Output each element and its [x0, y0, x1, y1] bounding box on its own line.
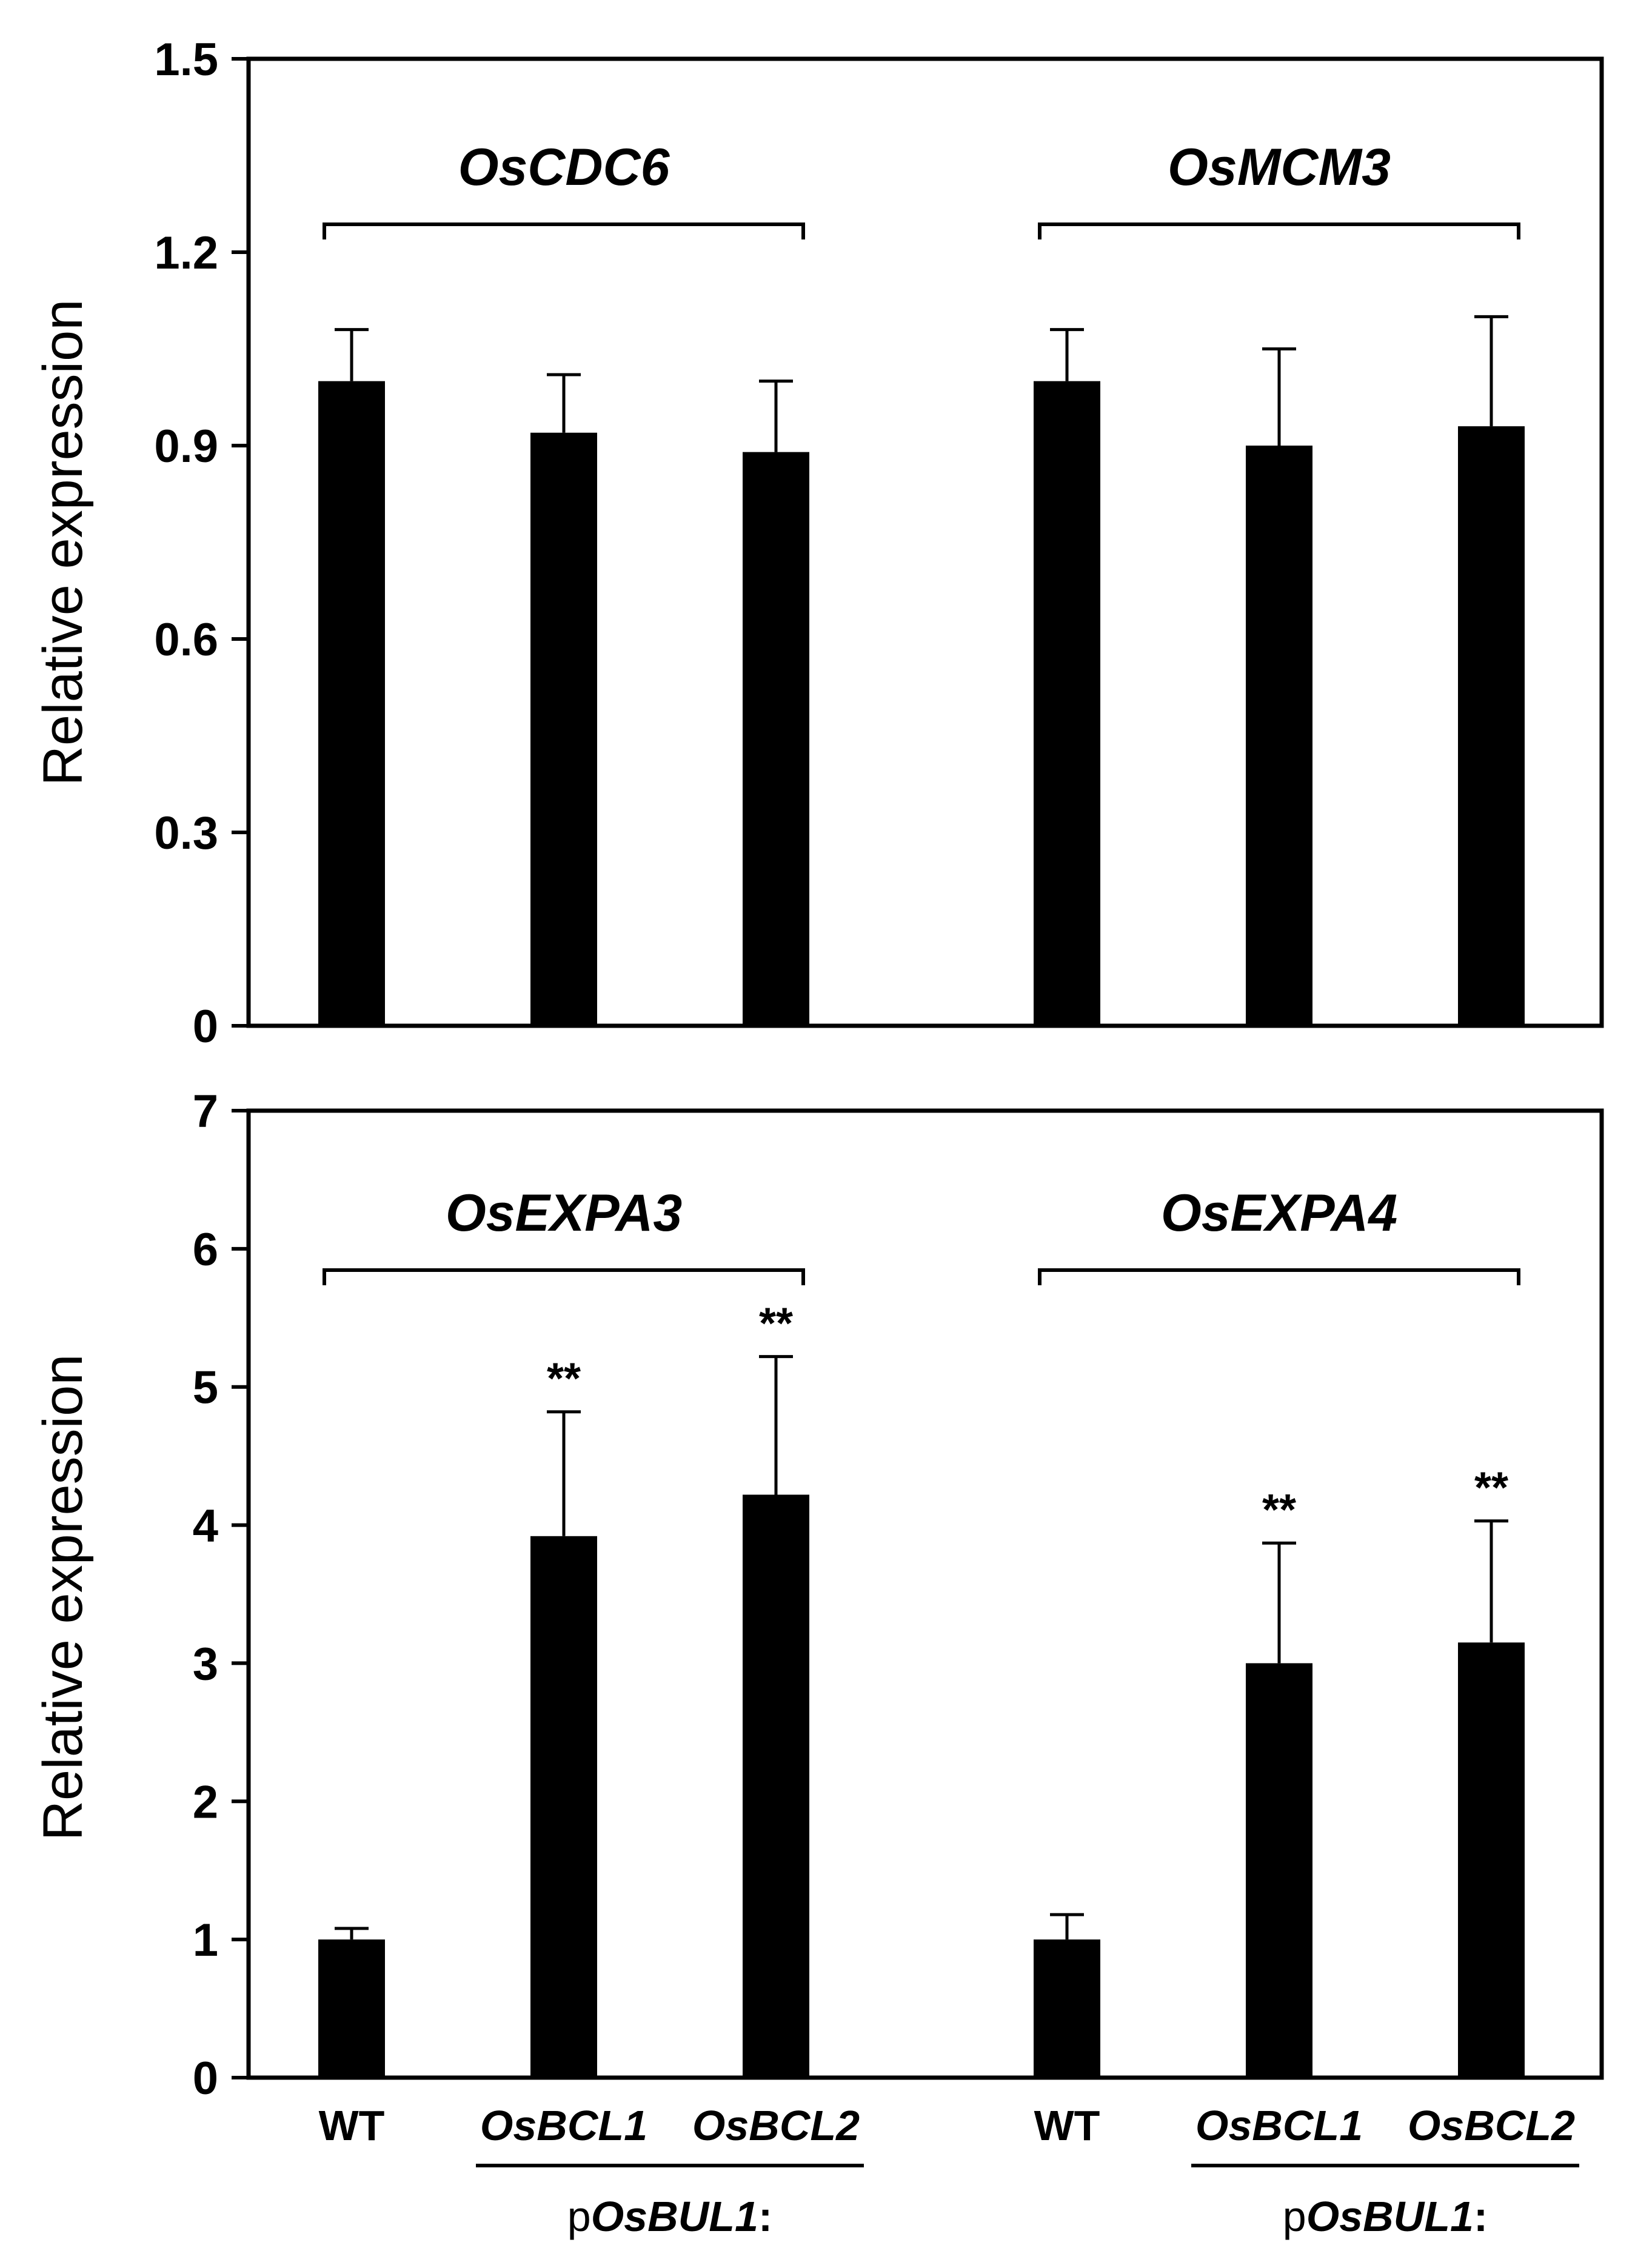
bar [1458, 1642, 1525, 2078]
gene-bracket [323, 222, 805, 239]
bottom-y-axis-label: Relative expression [32, 1354, 94, 1841]
construct-suffix: : [1474, 2193, 1488, 2240]
bar [530, 432, 597, 1026]
construct-gene: OsBUL1 [1306, 2193, 1474, 2240]
construct-suffix: : [758, 2193, 772, 2240]
construct-label: pOsBUL1: [567, 2193, 772, 2240]
top-bars: OsCDC6 OsMCM3 [318, 138, 1525, 1026]
y-tick-label: 6 [193, 1224, 218, 1276]
top-y-axis-label: Relative expression [32, 299, 94, 786]
y-tick-label: 0 [193, 1001, 218, 1052]
y-tick-label: 4 [193, 1500, 218, 1552]
y-tick-label: 1.5 [154, 34, 218, 85]
significance-mark: ** [759, 1300, 793, 1348]
bar [318, 1939, 385, 2078]
y-tick-label: 2 [193, 1776, 218, 1828]
gene-label: OsMCM3 [1168, 138, 1391, 196]
bottom-bars: ** ** OsEXPA3 ** ** OsEXPA4 [318, 1184, 1525, 2078]
top-y-ticks: 0 0.3 0.6 0.9 1.2 1.5 [154, 34, 249, 1052]
bottom-panel: 0 1 2 3 4 5 6 7 Relative expression ** ** OsEXPA3… [32, 1086, 1604, 2104]
top-plot-frame [246, 56, 1604, 1028]
construct-prefix: p [1283, 2193, 1306, 2240]
bar [1246, 1663, 1312, 2078]
bar [318, 381, 385, 1026]
x-category-label: OsBCL1 [480, 2102, 647, 2149]
x-category-label: OsBCL2 [1408, 2102, 1575, 2149]
bar [743, 452, 809, 1026]
bar [530, 1536, 597, 2078]
bar [1034, 1939, 1100, 2078]
y-tick-label: 1 [193, 1915, 218, 1966]
bar [743, 1494, 809, 2078]
y-tick-label: 3 [193, 1638, 218, 1690]
y-tick-label: 5 [193, 1362, 218, 1414]
gene-label: OsEXPA3 [446, 1184, 682, 1242]
significance-mark: ** [547, 1355, 581, 1403]
y-tick-label: 1.2 [154, 227, 218, 279]
significance-mark: ** [1262, 1486, 1296, 1534]
x-category-label: OsBCL2 [692, 2102, 860, 2149]
bottom-y-ticks: 0 1 2 3 4 5 6 7 [193, 1086, 249, 2104]
top-panel: 0 0.3 0.6 0.9 1.2 1.5 Relative expression OsC… [32, 34, 1604, 1052]
x-category-label: WT [319, 2102, 385, 2149]
gene-label: OsEXPA4 [1161, 1184, 1397, 1242]
x-category-label: WT [1034, 2102, 1100, 2149]
construct-label: pOsBUL1: [1283, 2193, 1488, 2240]
gene-bracket [1038, 1268, 1520, 1285]
y-tick-label: 0.9 [154, 421, 218, 472]
x-category-label: OsBCL1 [1195, 2102, 1363, 2149]
gene-label: OsCDC6 [458, 138, 670, 196]
construct-gene: OsBUL1 [591, 2193, 758, 2240]
significance-mark: ** [1474, 1464, 1508, 1513]
bottom-plot-frame [246, 1108, 1604, 2080]
bar [1458, 426, 1525, 1026]
y-tick-label: 0 [193, 2053, 218, 2104]
bar [1034, 381, 1100, 1026]
y-tick-label: 0.3 [154, 808, 218, 859]
bar [1246, 446, 1312, 1026]
y-tick-label: 0.6 [154, 614, 218, 666]
construct-prefix: p [567, 2193, 591, 2240]
gene-bracket [323, 1268, 805, 1285]
y-tick-label: 7 [193, 1086, 218, 1137]
gene-bracket [1038, 222, 1520, 239]
